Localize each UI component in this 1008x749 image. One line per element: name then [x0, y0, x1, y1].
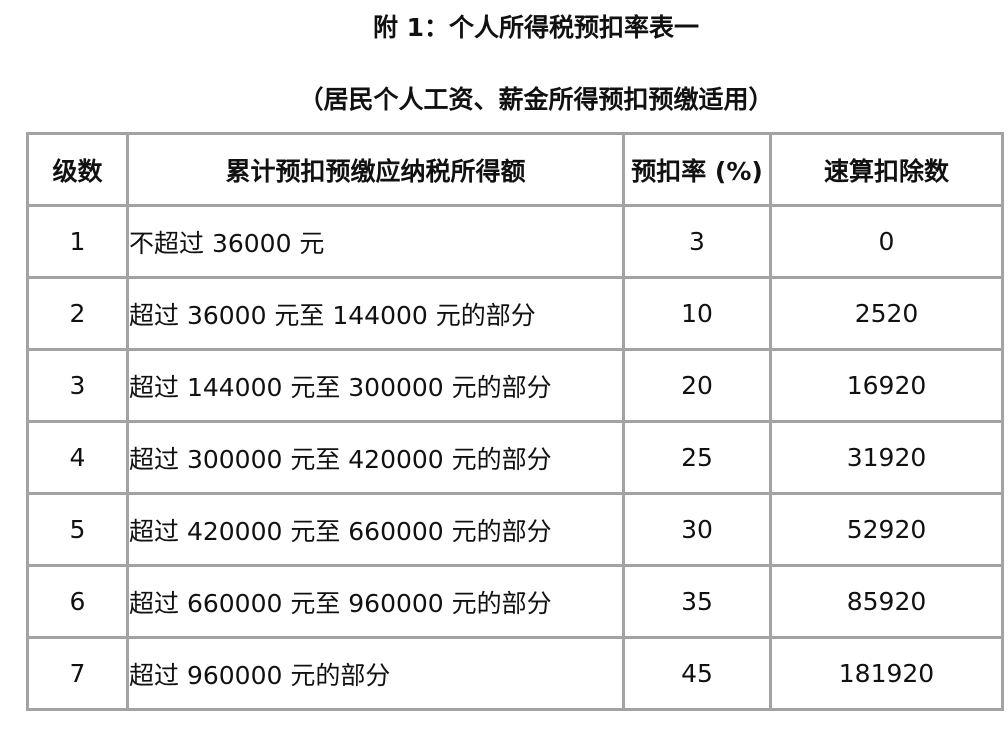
cell-rate: 10: [622, 276, 772, 351]
table-row: 5 超过 420000 元至 660000 元的部分 30 52920: [26, 492, 1004, 567]
document-subtitle: （居民个人工资、薪金所得预扣预缴适用）: [298, 85, 774, 114]
header-rate: 预扣率 (%): [622, 132, 772, 207]
cell-quick-deduction: 52920: [769, 492, 1004, 567]
cell-rate: 25: [622, 420, 772, 495]
cell-income-range: 超过 420000 元至 660000 元的部分: [126, 492, 625, 567]
table-row: 7 超过 960000 元的部分 45 181920: [26, 636, 1004, 711]
cell-rate: 20: [622, 348, 772, 423]
tax-rate-table: 级数 累计预扣预缴应纳税所得额 预扣率 (%) 速算扣除数 1 不超过 36000…: [26, 132, 1004, 711]
header-level: 级数: [26, 132, 129, 207]
table-row: 3 超过 144000 元至 300000 元的部分 20 16920: [26, 348, 1004, 423]
cell-rate: 45: [622, 636, 772, 711]
cell-quick-deduction: 85920: [769, 564, 1004, 639]
cell-level: 1: [26, 204, 129, 279]
cell-income-range: 超过 960000 元的部分: [126, 636, 625, 711]
cell-quick-deduction: 16920: [769, 348, 1004, 423]
cell-income-range: 超过 300000 元至 420000 元的部分: [126, 420, 625, 495]
cell-level: 5: [26, 492, 129, 567]
cell-level: 2: [26, 276, 129, 351]
table-row: 4 超过 300000 元至 420000 元的部分 25 31920: [26, 420, 1004, 495]
cell-income-range: 超过 144000 元至 300000 元的部分: [126, 348, 625, 423]
table-row: 2 超过 36000 元至 144000 元的部分 10 2520: [26, 276, 1004, 351]
cell-quick-deduction: 2520: [769, 276, 1004, 351]
table-header-row: 级数 累计预扣预缴应纳税所得额 预扣率 (%) 速算扣除数: [26, 132, 1004, 207]
cell-income-range: 超过 660000 元至 960000 元的部分: [126, 564, 625, 639]
header-quick-deduction: 速算扣除数: [769, 132, 1004, 207]
cell-quick-deduction: 181920: [769, 636, 1004, 711]
cell-level: 7: [26, 636, 129, 711]
cell-rate: 30: [622, 492, 772, 567]
cell-income-range: 超过 36000 元至 144000 元的部分: [126, 276, 625, 351]
cell-rate: 3: [622, 204, 772, 279]
cell-level: 6: [26, 564, 129, 639]
cell-quick-deduction: 0: [769, 204, 1004, 279]
cell-level: 3: [26, 348, 129, 423]
cell-rate: 35: [622, 564, 772, 639]
table-row: 6 超过 660000 元至 960000 元的部分 35 85920: [26, 564, 1004, 639]
cell-income-range: 不超过 36000 元: [126, 204, 625, 279]
cell-quick-deduction: 31920: [769, 420, 1004, 495]
document-title: 附 1：个人所得税预扣率表一: [372, 13, 700, 42]
header-income-range: 累计预扣预缴应纳税所得额: [126, 132, 625, 207]
cell-level: 4: [26, 420, 129, 495]
